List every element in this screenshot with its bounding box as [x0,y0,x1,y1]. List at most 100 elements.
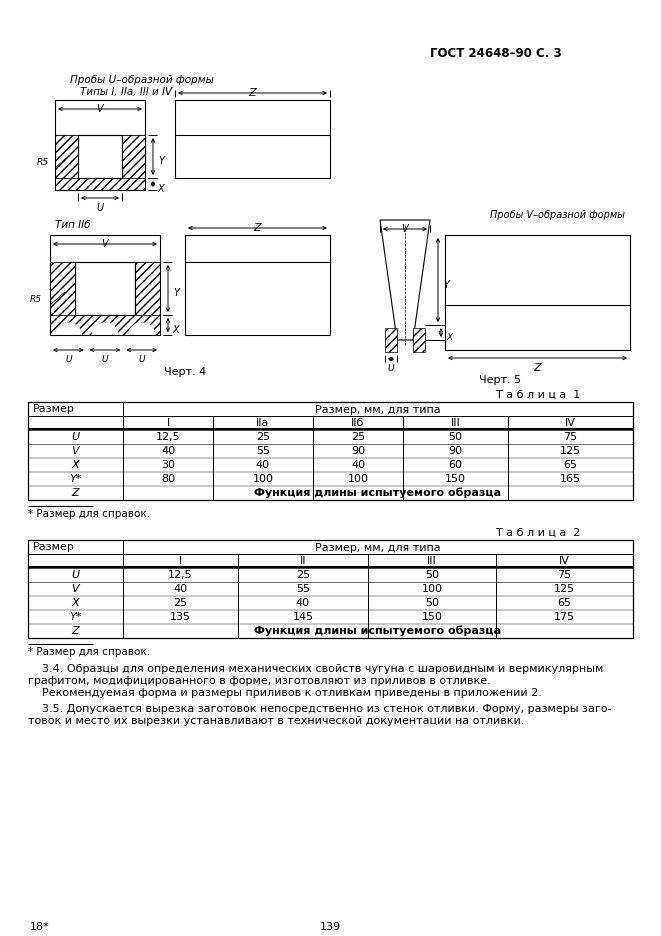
Bar [175,100,330,178]
Text: графитом, модифицированного в форме, изготовляют из приливов в отливке.: графитом, модифицированного в форме, изг… [28,676,490,686]
Text: 40: 40 [161,446,175,456]
Polygon shape [50,315,160,335]
Text: R5: R5 [30,295,42,304]
Text: ГОСТ 24648–90 С. 3: ГОСТ 24648–90 С. 3 [430,47,562,60]
Text: U: U [388,364,395,373]
Text: Т а б л и ц а  1: Т а б л и ц а 1 [496,390,580,400]
Text: Рекомендуемая форма и размеры приливов к отливкам приведены в приложении 2.: Рекомендуемая форма и размеры приливов к… [28,688,542,698]
Text: U: U [71,432,79,442]
Text: 125: 125 [554,584,575,594]
Text: 50: 50 [449,432,463,442]
Text: 90: 90 [351,446,365,456]
Polygon shape [56,323,81,335]
Text: 135: 135 [170,612,191,622]
Text: 50: 50 [425,570,439,580]
Text: U: U [65,355,71,364]
Bar [78,135,122,178]
Polygon shape [135,262,160,315]
Text: X: X [158,184,165,194]
Text: 30: 30 [161,460,175,470]
Text: Z: Z [533,363,541,373]
Text: IV: IV [559,556,570,566]
Text: 3.4. Образцы для определения механических свойств чугуна с шаровидным и вермикул: 3.4. Образцы для определения механически… [28,664,603,674]
Text: 80: 80 [161,474,175,484]
Text: Пробы V–образной формы: Пробы V–образной формы [490,210,625,220]
Polygon shape [413,328,425,352]
Text: * Размер для справок.: * Размер для справок. [28,647,150,657]
Text: Т а б л и ц а  2: Т а б л и ц а 2 [496,528,580,538]
Polygon shape [55,135,78,178]
Text: U: U [138,355,145,364]
Bar [55,100,145,135]
Text: Y: Y [158,156,164,167]
Text: 100: 100 [422,584,442,594]
Bar [28,402,633,500]
Text: R5: R5 [37,158,49,167]
Text: 25: 25 [296,570,310,580]
Text: X: X [173,325,179,335]
Text: 125: 125 [560,446,581,456]
Text: Z: Z [71,488,79,498]
Text: I: I [179,556,182,566]
Polygon shape [129,323,155,335]
Text: 65: 65 [557,598,572,608]
Text: 150: 150 [445,474,466,484]
Text: Y: Y [443,280,449,290]
Text: 175: 175 [554,612,575,622]
Text: V: V [71,584,79,594]
Text: 65: 65 [563,460,578,470]
Text: 139: 139 [319,922,340,932]
Text: 145: 145 [292,612,313,622]
Text: III: III [427,556,437,566]
Text: 75: 75 [563,432,578,442]
Text: Тип IIб: Тип IIб [55,220,91,230]
Text: 55: 55 [256,446,270,456]
Text: X: X [71,598,79,608]
Text: Функция длины испытуемого образца: Функция длины испытуемого образца [254,488,502,499]
Polygon shape [55,178,145,190]
Text: U: U [102,355,108,364]
Text: 40: 40 [296,598,310,608]
Text: IV: IV [565,418,576,428]
Polygon shape [385,328,397,352]
Text: Y*: Y* [69,612,81,622]
Text: Z: Z [249,88,256,98]
Text: Y*: Y* [69,474,81,484]
Text: 100: 100 [348,474,368,484]
Text: Z: Z [254,223,261,233]
Text: Размер: Размер [33,404,75,414]
Text: Пробы U–образной формы: Пробы U–образной формы [70,75,214,85]
Text: 100: 100 [253,474,274,484]
Text: I: I [167,418,170,428]
Text: II: II [299,556,306,566]
Text: V: V [402,224,408,234]
Polygon shape [380,220,430,340]
Bar [28,540,633,638]
Text: 25: 25 [173,598,188,608]
Text: Z: Z [71,626,79,636]
Text: Размер: Размер [33,542,75,552]
Text: * Размер для справок.: * Размер для справок. [28,509,150,519]
Bar [75,262,135,315]
Text: 50: 50 [425,598,439,608]
Text: U: U [71,570,79,580]
Text: 55: 55 [296,584,310,594]
Text: 40: 40 [256,460,270,470]
Text: V: V [97,104,103,114]
Text: товок и место их вырезки устанавливают в технической документации на отливки.: товок и место их вырезки устанавливают в… [28,716,524,726]
Text: III: III [451,418,460,428]
Text: 18*: 18* [30,922,50,932]
Text: Черт. 5: Черт. 5 [479,375,521,385]
Text: 150: 150 [422,612,442,622]
Text: Типы I, IIа, III и IV: Типы I, IIа, III и IV [80,87,172,97]
Text: 40: 40 [173,584,188,594]
Text: Функция длины испытуемого образца: Функция длины испытуемого образца [254,626,502,636]
Bar [185,235,330,335]
Text: 12,5: 12,5 [168,570,193,580]
Text: X: X [71,460,79,470]
Polygon shape [92,323,118,335]
Bar [445,235,630,350]
Text: 3.5. Допускается вырезка заготовок непосредственно из стенок отливки. Форму, раз: 3.5. Допускается вырезка заготовок непос… [28,704,611,714]
Text: 40: 40 [351,460,365,470]
Text: Черт. 4: Черт. 4 [164,367,206,377]
